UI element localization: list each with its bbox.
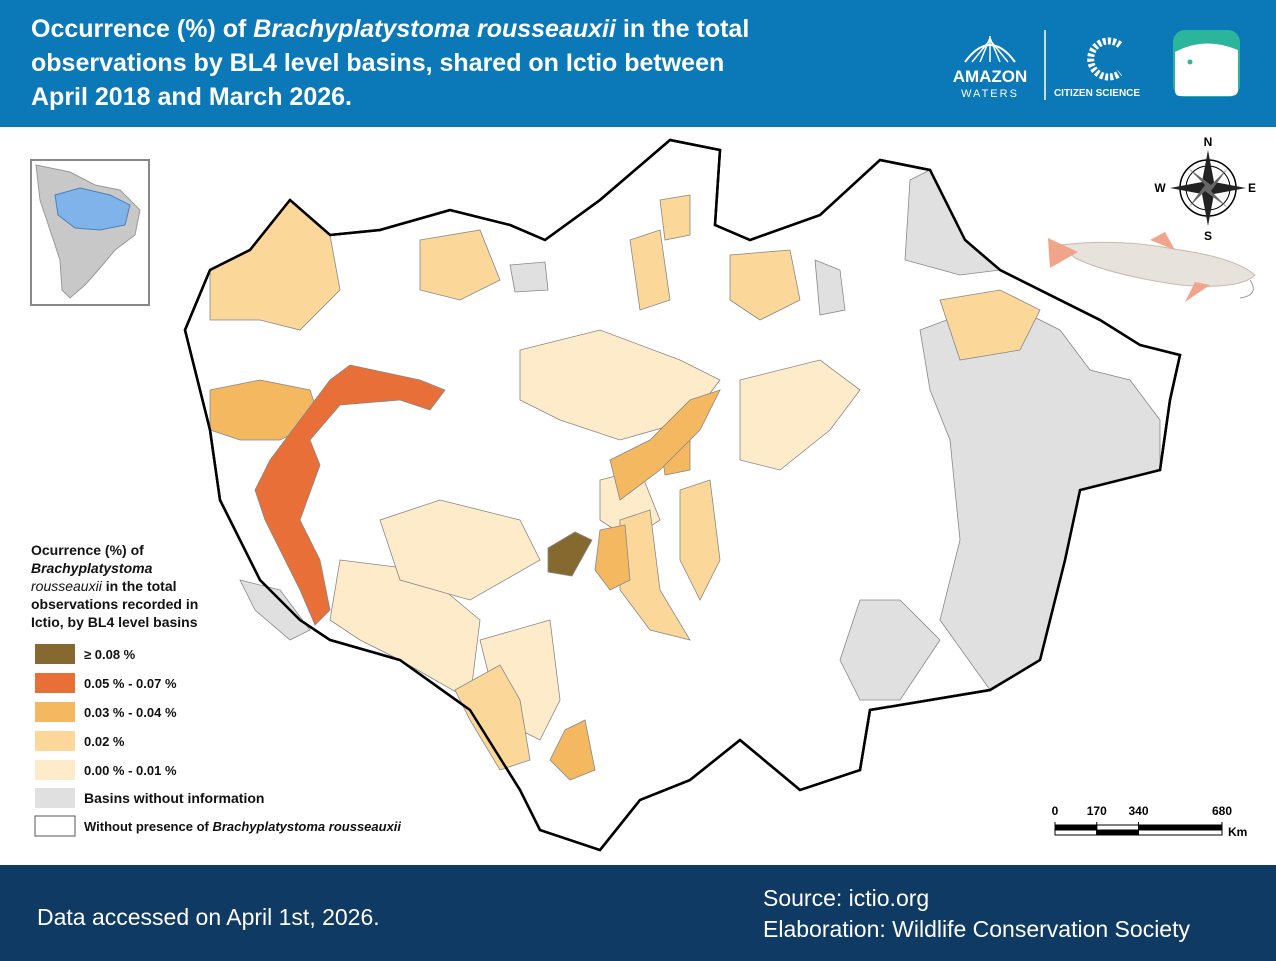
scale-segment bbox=[1096, 829, 1139, 836]
legend-label: Without presence of Brachyplatystoma rou… bbox=[84, 819, 401, 834]
title-line: April 2018 and March 2026. bbox=[31, 83, 352, 111]
basin-outline-stroke bbox=[183, 138, 1182, 852]
legend-swatch bbox=[34, 815, 76, 837]
basin bbox=[629, 229, 671, 311]
amazon-waters-logo: AMAZON WATERS bbox=[953, 36, 1028, 100]
legend-label-part: Without presence of bbox=[84, 819, 212, 834]
legend-label: ≥ 0.08 % bbox=[84, 647, 136, 662]
legend-title: Ictio, by BL4 level basins bbox=[31, 614, 198, 630]
basin bbox=[619, 509, 691, 641]
footer-band bbox=[0, 865, 1276, 961]
basins-map bbox=[183, 138, 1182, 852]
legend-label: 0.00 % - 0.01 % bbox=[84, 763, 177, 778]
footer-text: Data accessed on April 1st, 2026. bbox=[37, 904, 380, 930]
legend-swatch bbox=[35, 673, 75, 693]
basin bbox=[509, 261, 549, 293]
scale-tick-label: 680 bbox=[1212, 804, 1232, 818]
compass-label: N bbox=[1204, 135, 1213, 149]
basin bbox=[547, 531, 593, 577]
basin bbox=[659, 194, 691, 241]
legend-label: 0.05 % - 0.07 % bbox=[84, 676, 177, 691]
scale-tick-label: 170 bbox=[1087, 804, 1107, 818]
ictio-logo bbox=[1173, 30, 1240, 97]
basin bbox=[549, 719, 596, 781]
compass-label: S bbox=[1204, 229, 1212, 243]
scale-segment bbox=[1054, 824, 1098, 831]
scale-segment bbox=[1138, 829, 1223, 836]
compass-label: W bbox=[1154, 181, 1166, 195]
logo-text: WATERS bbox=[961, 88, 1019, 100]
legend-swatch bbox=[35, 731, 75, 751]
basin bbox=[679, 479, 721, 601]
basin bbox=[379, 499, 541, 601]
footer-text: Elaboration: Wildlife Conservation Socie… bbox=[763, 916, 1190, 942]
scale-tick-label: 340 bbox=[1128, 804, 1148, 818]
logo-text: AMAZON bbox=[953, 67, 1028, 86]
scale-segment bbox=[1138, 824, 1223, 831]
legend-label: 0.02 % bbox=[84, 734, 125, 749]
basin bbox=[814, 259, 846, 316]
compass-label: E bbox=[1248, 181, 1256, 195]
legend-swatch bbox=[35, 788, 75, 808]
legend-label: 0.03 % - 0.04 % bbox=[84, 705, 177, 720]
basin bbox=[939, 289, 1041, 361]
title-line: Occurrence (%) of Brachyplatystoma rouss… bbox=[31, 15, 749, 43]
basin bbox=[739, 359, 861, 471]
footer-text: Source: ictio.org bbox=[763, 885, 929, 911]
legend-title: rousseauxii in the total bbox=[31, 578, 177, 594]
scale-segment bbox=[1054, 829, 1098, 836]
legend-swatch bbox=[35, 760, 75, 780]
header-band bbox=[0, 0, 1276, 127]
basin bbox=[594, 524, 631, 591]
legend-title: observations recorded in bbox=[31, 596, 198, 612]
legend: Ocurrence (%) of Brachyplatystoma rousse… bbox=[31, 542, 401, 837]
basin bbox=[254, 364, 446, 626]
basin bbox=[419, 229, 501, 301]
legend-swatch bbox=[35, 702, 75, 722]
legend-title: Ocurrence (%) of bbox=[31, 542, 144, 558]
legend-label: Basins without information bbox=[84, 790, 264, 806]
fish-illustration bbox=[1048, 232, 1256, 302]
legend-title: Brachyplatystoma bbox=[31, 560, 153, 576]
basin bbox=[839, 599, 941, 701]
title-line: observations by BL4 level basins, shared… bbox=[31, 49, 724, 77]
citizen-science-logo: CITIZEN SCIENCE bbox=[1054, 37, 1140, 99]
basin bbox=[609, 389, 721, 501]
inset-map bbox=[30, 159, 150, 306]
basin bbox=[239, 579, 311, 641]
scale-segment bbox=[1096, 824, 1139, 831]
basin bbox=[454, 664, 531, 771]
scale-bar: 0 170 340 680 Km bbox=[1052, 804, 1248, 839]
logo-text: CITIZEN SCIENCE bbox=[1054, 88, 1140, 99]
legend-swatch bbox=[35, 644, 75, 664]
basin bbox=[729, 249, 801, 321]
scale-unit: Km bbox=[1228, 825, 1247, 839]
compass: N W E S bbox=[1154, 135, 1256, 243]
legend-label-part: Brachyplatystoma rousseauxii bbox=[212, 819, 401, 834]
scale-tick-label: 0 bbox=[1052, 804, 1059, 818]
